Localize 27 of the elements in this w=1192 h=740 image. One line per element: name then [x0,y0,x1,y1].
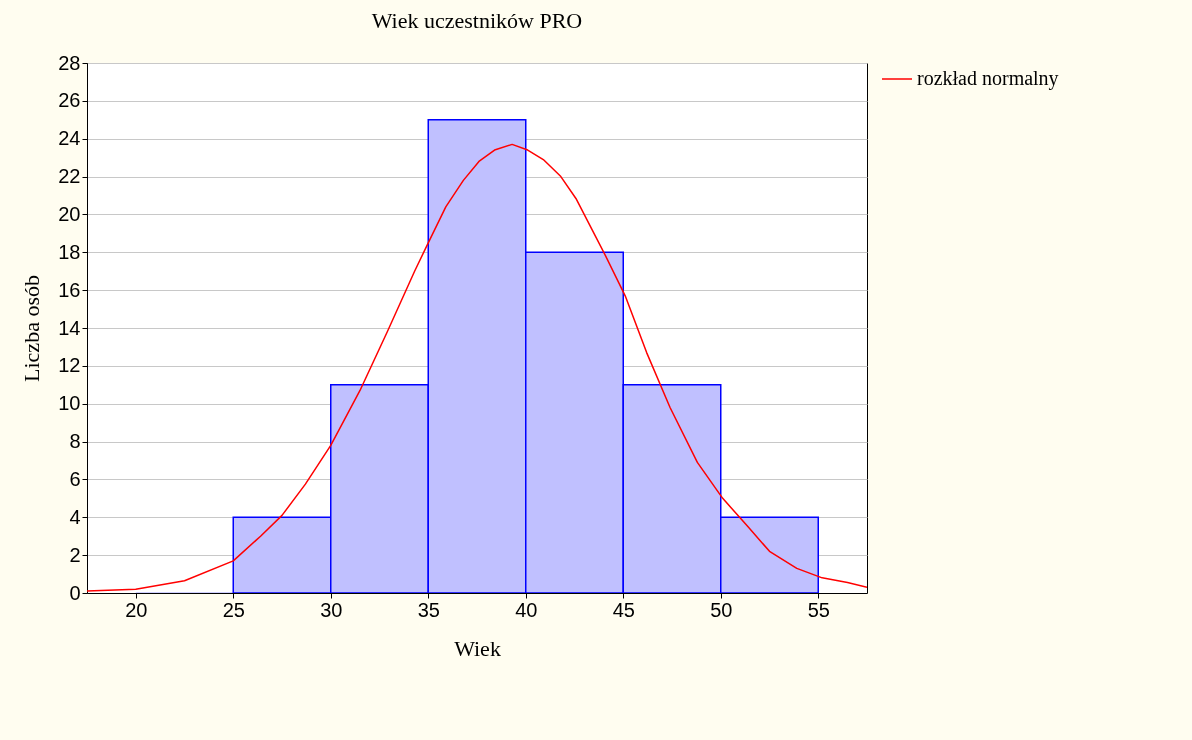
x-tick-label: 25 [222,598,245,621]
y-tick-label: 0 [69,581,81,604]
y-tick-label: 12 [58,354,81,377]
y-tick-label: 28 [58,51,81,74]
y-tick-label: 26 [58,89,81,112]
x-tick-label: 40 [515,598,538,621]
y-tick-label: 10 [58,392,81,415]
x-tick-label: 20 [125,598,148,621]
chart-title: Wiek uczestników PRO [371,8,583,33]
x-tick-label: 35 [417,598,440,621]
y-tick-label: 22 [58,165,81,188]
x-tick-label: 55 [807,598,830,621]
y-axis-title: Liczba osób [19,275,45,382]
y-tick-label: 16 [58,278,81,301]
legend-label: rozkład normalny [917,67,1059,90]
y-tick-label: 8 [69,430,81,453]
y-tick-label: 14 [58,316,81,339]
y-tick-label: 4 [69,505,81,528]
y-tick-label: 20 [58,202,81,225]
y-tick-label: 6 [69,467,81,490]
y-tick-label: 2 [69,543,81,566]
y-tick-label: 18 [58,240,81,263]
y-tick-label: 24 [58,127,81,150]
x-axis-title: Wiek [454,635,501,661]
x-tick-label: 30 [320,598,343,621]
x-tick-label: 50 [710,598,733,621]
x-tick-label: 45 [612,598,635,621]
